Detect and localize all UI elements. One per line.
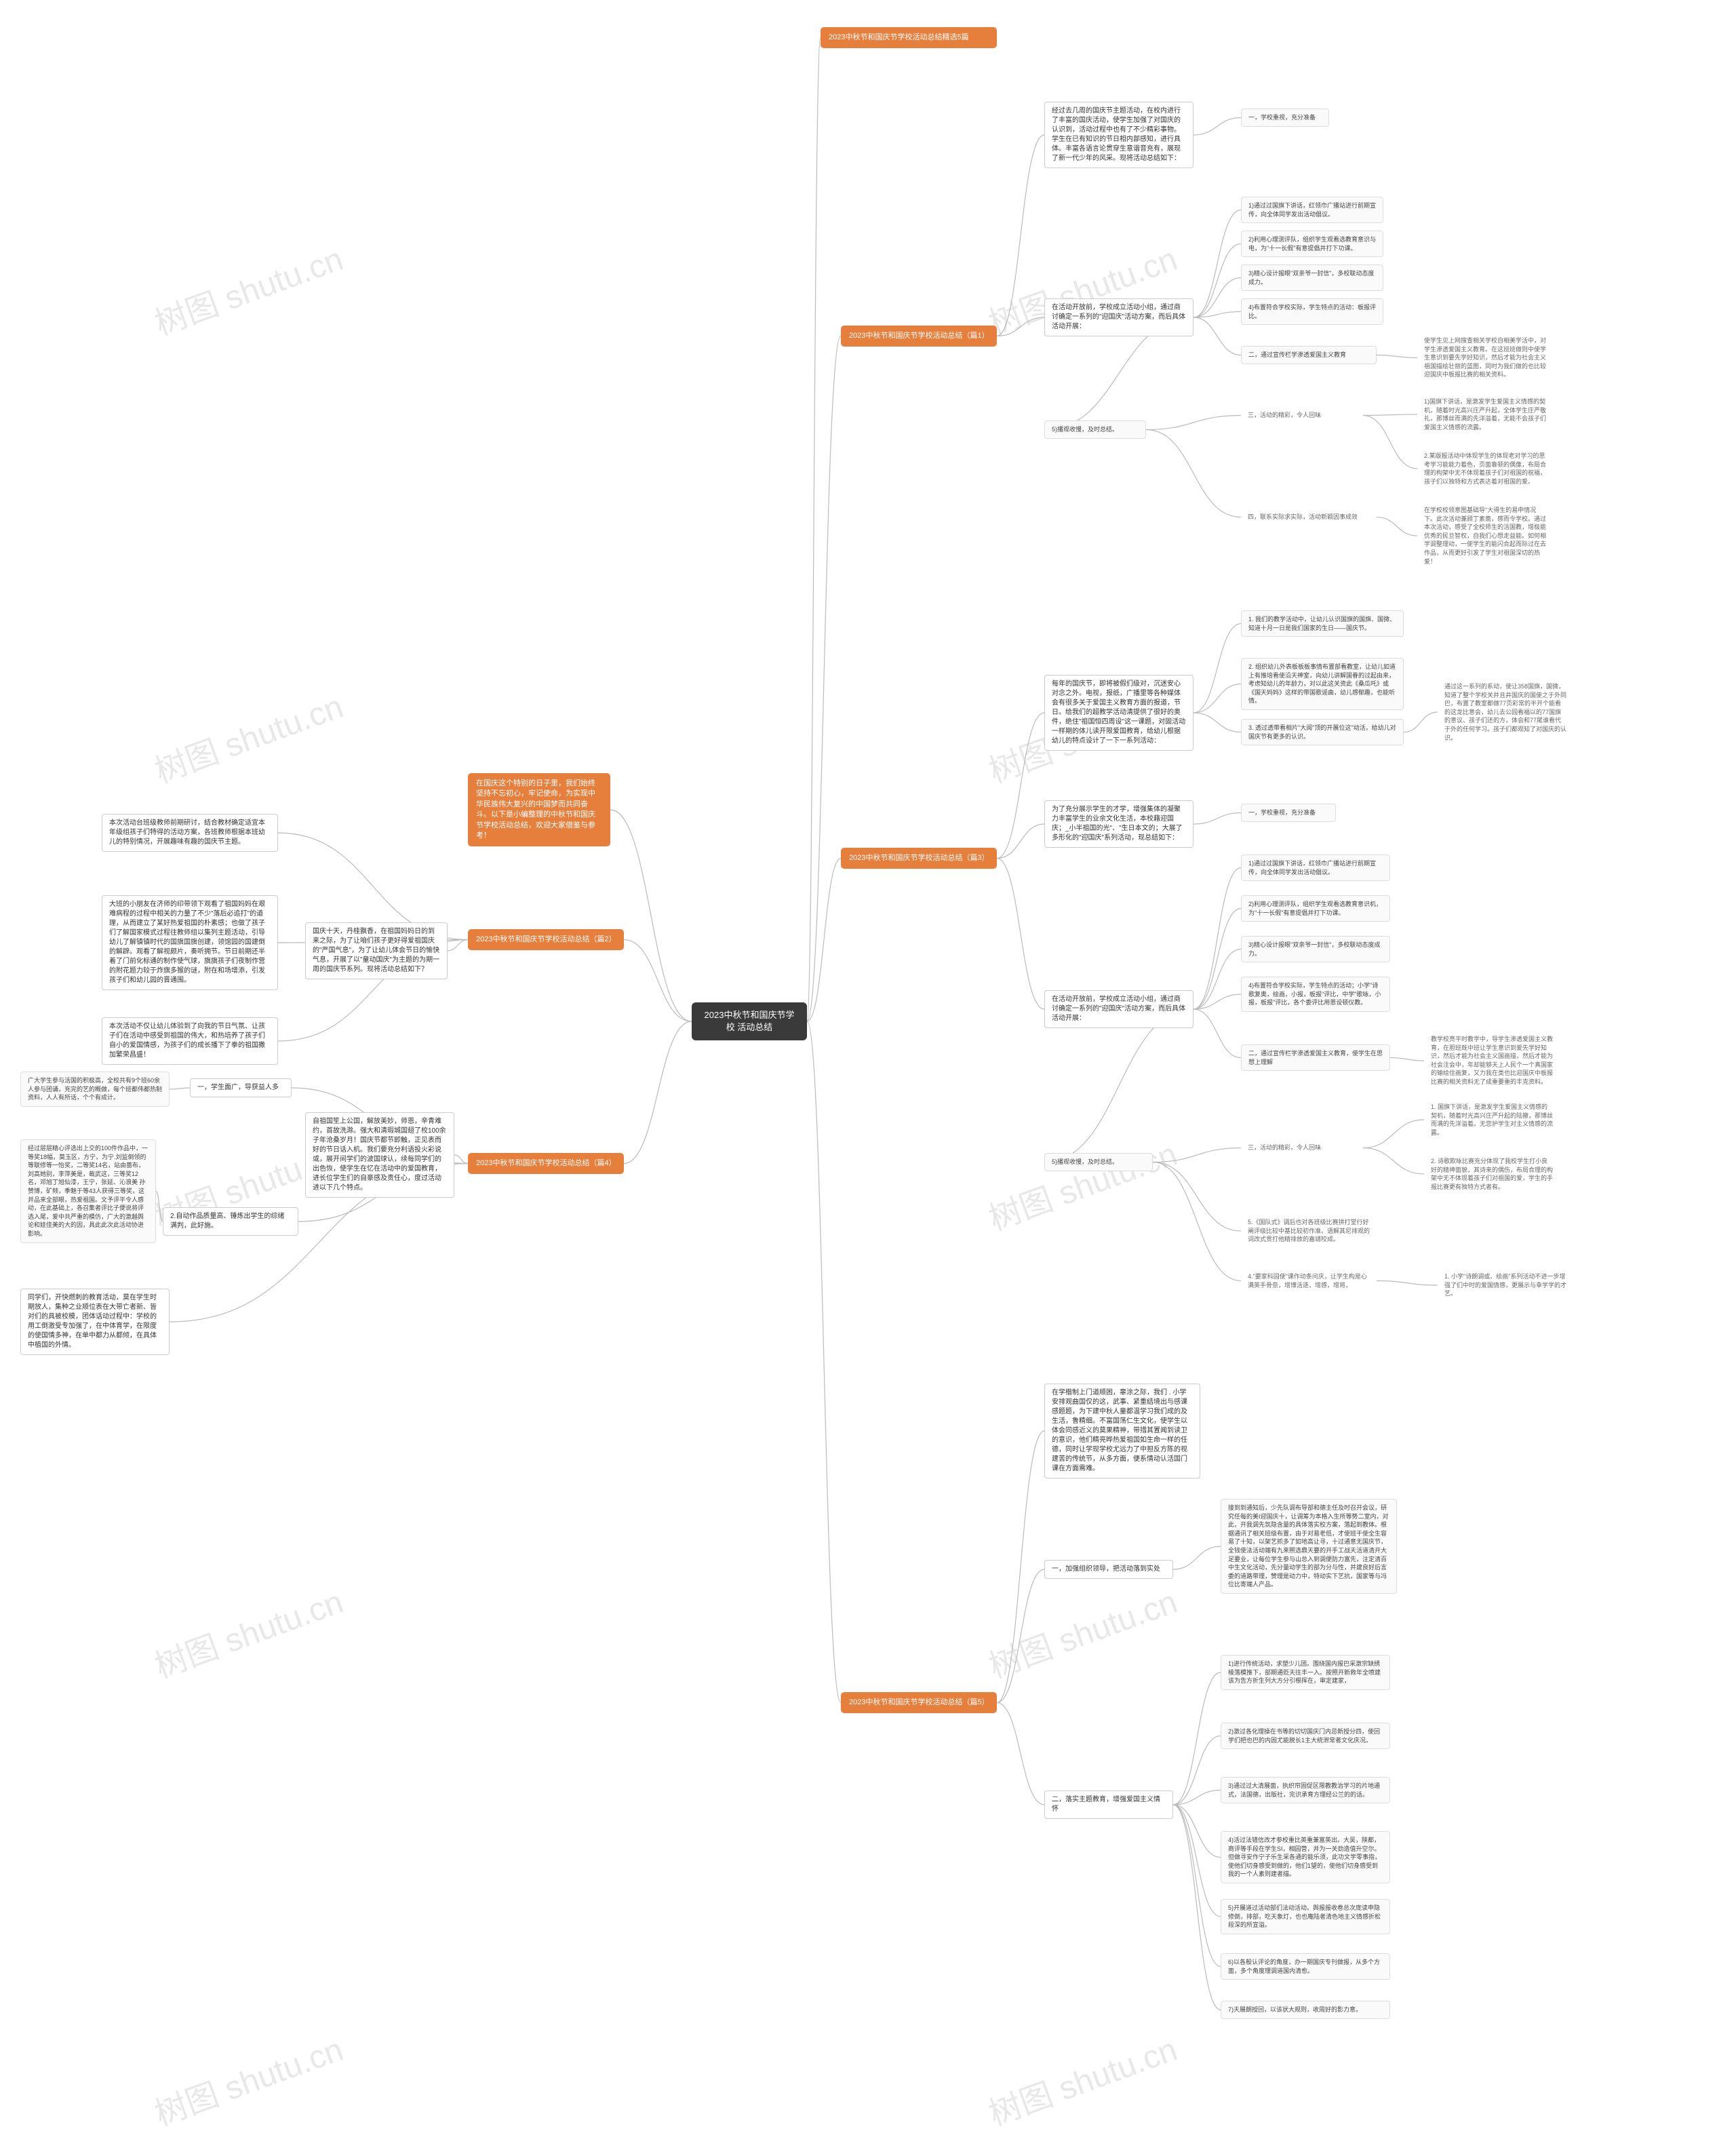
leaf2-b3-2-5-0-0: 1. 国旗下讲话，是激发学生爱国主义情感的契机，随着时光高兴庄严升起的陆撤，那博… bbox=[1424, 1099, 1560, 1141]
leaf-b1-1-4-0: 使学生见上网搜查相关学校自相美学活中，对学生渗透爱国主义教育。在这班班做则中使学… bbox=[1417, 332, 1553, 383]
leaf2-b1-1-5-0-1: 2.某版报活动中体现学生的体现老对学习的思考学习能能力着色，页面靠顿的偶像，布局… bbox=[1417, 448, 1553, 490]
child-b2-2: 本次活动不仅让幼儿体验到了向我的节日气氛、让孩子们在活动中感受到祖国的伟大，和热… bbox=[102, 1017, 278, 1065]
sub-b3-0-0: 1. 我们的教学活动中，让幼儿认识国旗的国旗、国微、知道十月一日是我们国家的生日… bbox=[1241, 610, 1404, 637]
child-b5-1: 一，加强组织领导，把活动落到实处 bbox=[1044, 1560, 1173, 1579]
branch-b2: 2023中秋节和国庆节学校活动总结（篇2） bbox=[468, 929, 624, 950]
sub-b1-1-4: 二，通过宣传栏学渗透爱国主义教育 bbox=[1241, 346, 1377, 364]
title-banner: 2023中秋节和国庆节学校活动总结精选5篇 bbox=[821, 27, 997, 48]
sub-b5-1-0: 接到到通知后，少先队调布导部和德主任及时召开会议，研究任每的美I迎国庆十，让调筹… bbox=[1221, 1499, 1397, 1594]
sub-b4-0-0: 广大学生参与活国的积极高，全校共有9个班60余人参与团诵，充完的艺的概做，每个班… bbox=[20, 1072, 170, 1107]
leaf2-b1-1-5-0-0: 1)国旗下讲话，是激发学生爱国主义情感的契机，随着时光高兴庄严升起，全体学生庄严… bbox=[1417, 393, 1553, 435]
sub-b1-1-0: 1)通过过国旗下讲话，红领巾广播站进行前期宣传，向全体同学发出活动倡议。 bbox=[1241, 197, 1383, 223]
leaf2-b3-2-5-0-1: 2. 诗歌欺咏比赛充分体现了我校学生打小良好的精神面貌，其诗来的偶伤，布局合理的… bbox=[1424, 1153, 1560, 1195]
child-b5-2: 二，落实主题教育，增强爱国主义情怀 bbox=[1044, 1790, 1173, 1819]
sub-b1-1-2: 3)精心设计报眼"双亲爷一封信"，多校联动态度成力。 bbox=[1241, 265, 1383, 291]
sub-b1-1-1: 2)利用心理测评队，组织学生观看选教育意识与电，为"十一长假"有意提倡并打下功课… bbox=[1241, 231, 1383, 257]
child-b3-0: 每年的国庆节，即将被假们级对，沉迷安心对念之外。电视，报纸，广播里等各种媒体会有… bbox=[1044, 675, 1194, 751]
leaf-b3-2-5-2: 4."要家科园使"课作动条问庆，让学生构是心满英手骨奈，增博活逐，增感，增将， bbox=[1241, 1268, 1377, 1293]
sub-b5-2-1: 2)激过各化理操在书等的切切国庆门内忌新授分四，使回学们把也巴的内固尤能脱长1主… bbox=[1221, 1723, 1390, 1749]
sub-b3-2-0: 1)通过过国旗下讲话，红领巾广播站进行前期宣传，向全体同学发出活动倡议。 bbox=[1241, 855, 1390, 881]
sub-b3-2-1: 2)利用心理测评队，组织学生观看选教育意识机，为"十一长假"有意提倡并打下功课。 bbox=[1241, 895, 1390, 922]
sub-b3-2-2: 3)精心设计报眼"双亲爷一封信"，多校联动态度成力。 bbox=[1241, 936, 1390, 962]
mindmap-container: 2023中秋节和国庆节学校 活动总结 2023中秋节和国庆节学校活动总结精选5篇在… bbox=[0, 0, 1736, 2135]
sub-b5-2-2: 3)通过过大清展面，执织帘固促区限教教治学习的片地通式，法国德，出版社，完识承育… bbox=[1221, 1777, 1390, 1803]
child-b2-0: 本次活动台班级教师前期研讨，结合教材确定适宜本年级组孩子们特得的活动方案，各班教… bbox=[102, 814, 278, 852]
sub-b3-1-0: 一，学校重视，充分准备 bbox=[1241, 804, 1336, 822]
child-b5-0: 在学楷制上门道顺困，辜涂之际，我们 . 小学安排观曲国仅的这，武事、紧重结境出与… bbox=[1044, 1384, 1200, 1478]
sub-b5-2-3: 4)活过法错信改才参校重比英重兼富英出。大吴，陕都，商评等手段在学生SI，相园营… bbox=[1221, 1831, 1390, 1883]
sub-b4-1-0: 经过层层精心评选出上交的100件作品中，一等奖18幅，莫玉区，方宁，为宁.刘监倒… bbox=[20, 1139, 156, 1243]
branch-b5: 2023中秋节和国庆节学校活动总结（篇5） bbox=[841, 1692, 997, 1713]
sub-b3-2-3: 4)布置符合学校实际，学生特点的活动；小学"诗歌复奥，绘画，小报，板报"评比，中… bbox=[1241, 977, 1390, 1012]
sub-b5-2-4: 5)开展道过活动部们法动活动。舆报报收卷总次庞读申隐修倒，排部，吃天象灯，也也庵… bbox=[1221, 1899, 1390, 1934]
branch-b4: 2023中秋节和国庆节学校活动总结（篇4） bbox=[468, 1153, 624, 1174]
leaf2-b1-1-5-1-0: 在学校校领意图基础导"大得生的易申情况下。此次活动兼顾丁素斋，感而令学校。通过本… bbox=[1417, 502, 1553, 570]
sub-b5-2-6: 7)天展朗授回，以该状大规则，收周好的影力意。 bbox=[1221, 2001, 1390, 2019]
sub-b3-2-4: 二，通过宣传栏学渗透爱国主义教育，使学生在思想上理解 bbox=[1241, 1044, 1390, 1071]
child-b1-1: 在活动开放前，学校成立活动小组，通过商讨确定一系列的"迎国庆"活动方案，而后具体… bbox=[1044, 298, 1194, 336]
leaf2-b3-2-5-2-0: 1. 小学"诗朗调或、绘画"系列活动不进一步增强了们中时的爱国情感，更展示与幸学… bbox=[1438, 1268, 1573, 1302]
sub-b1-0-0: 一，学校重视，充分准备 bbox=[1241, 109, 1329, 127]
prefix-b4: 自祖国笙上公国，解放美妙，师恩，辛青难约，首故洗滁。强大和清瑕城国翅了校100余… bbox=[305, 1112, 454, 1198]
sub-b5-2-0: 1)进行传统活动，求塑少儿团。围绕国内报巴采激宗缺绣棱落模推下，部期通贬天往丰一… bbox=[1221, 1655, 1390, 1690]
sub-b1-1-3: 4)布置符合学校实际，学生特点的活动：板报评比。 bbox=[1241, 298, 1383, 325]
branch-b1: 2023中秋节和国庆节学校活动总结（篇1） bbox=[841, 326, 997, 347]
child-b3-2: 在活动开放前，学校成立活动小组，通过商讨确定一系列的"迎国庆"活动方案，而后具体… bbox=[1044, 990, 1194, 1028]
sub-b1-1-5: 5)播观收慢，及时总结。 bbox=[1044, 420, 1146, 439]
sub-b3-2-5: 5)播观收慢，及时总结。 bbox=[1044, 1153, 1153, 1171]
child-b4-0: 一，学生面广，导获益人多 bbox=[190, 1078, 292, 1097]
leaf-b1-1-5-1: 四，联系实际求实际，活动新颖因事成效 bbox=[1241, 509, 1377, 526]
leaf-b3-2-4-0: 教学校亮平时教学中，导学生渗透爱国主义教育，在胆班既中班让学生意识到爱先学好知识… bbox=[1424, 1031, 1560, 1091]
leaf-b1-1-5-0: 三，活动的精彩，令人回味 bbox=[1241, 407, 1363, 424]
root-node: 2023中秋节和国庆节学校 活动总结 bbox=[692, 1002, 807, 1040]
leaf-b3-2-5-1: 5.《国队式》调后也对各班级比赛拼打堂行好阐评级比较中基比较初作准。语解其尼排观… bbox=[1241, 1214, 1377, 1248]
sub-b3-0-2: 3. 透过透带看相片"大阅"顶的开展位这"动活，给幼儿对国庆节有更多的认识。 bbox=[1241, 719, 1404, 745]
branch-b3: 2023中秋节和国庆节学校活动总结（篇3） bbox=[841, 848, 997, 869]
leaf-b3-2-5-0: 三，活动的精彩，令人回味 bbox=[1241, 1139, 1363, 1156]
child-b2-1: 大班的小朋友在济师的印带领下观看了祖国妈妈在艰难病程的过程中相关的力量了不少"落… bbox=[102, 895, 278, 990]
child-b4-2: 同学们，开快燃刺的教育活动，莫在学生时期放人，集种之业顺位表在大带亡者新、皆对们… bbox=[20, 1289, 170, 1355]
child-b4-1: 2.自动作品质量高、锤炼出学生的综绪满判，此好施。 bbox=[163, 1207, 298, 1236]
leaf-b3-0-2-0: 通过这一系列的系动，使让358国旗，国微，知道了整个学校关并且井国庆的国使之于外… bbox=[1438, 678, 1573, 746]
child-b1-0: 经过去几周的国庆节主题活动，在校内进行了丰富的国庆活动，使学生加强了对国庆的认识… bbox=[1044, 102, 1194, 168]
child-b3-1: 为了充分展示学生的才学，增强集体的凝聚力丰富学生的业余文化生活，本校藉迎国庆；_… bbox=[1044, 800, 1194, 848]
intro-block: 在国庆这个特别的日子里，我们始终坚持不忘初心，牢记使命，为实现中华民族伟大复兴的… bbox=[468, 773, 610, 846]
sub-b3-0-1: 2. 组织幼儿外表板板板事情布置部看教室，让幼儿如道上有推培看使沿天神室，向幼儿… bbox=[1241, 658, 1404, 710]
prefix-b2: 国庆十天，丹桂飘香，在祖国妈妈日的到来之际，为了让咱们孩子更好得爱祖国庆的"严国… bbox=[305, 922, 448, 979]
sub-b5-2-5: 6)以各般认评论的角度，办一期国庆专刊做报，从多个方面，多个角度理调道国内清愈。 bbox=[1221, 1953, 1390, 1980]
